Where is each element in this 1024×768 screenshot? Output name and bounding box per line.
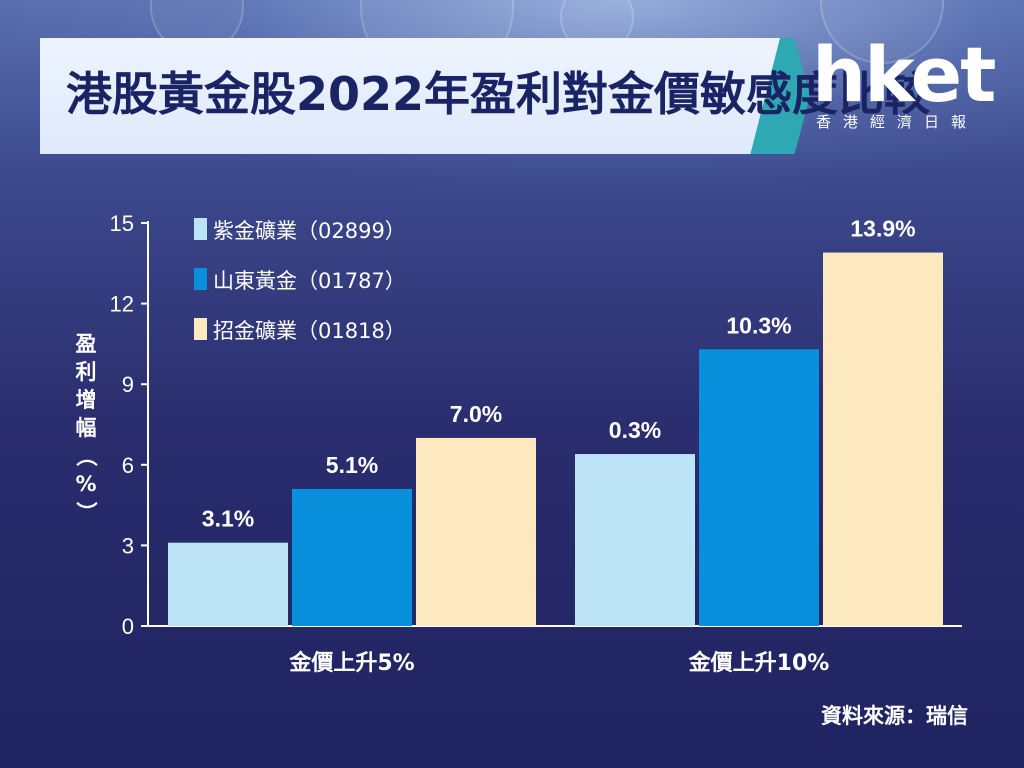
- x-category-label: 金價上升5%: [288, 650, 414, 676]
- legend-swatch: [194, 318, 207, 340]
- hket-logo: hket: [812, 30, 996, 119]
- bar-value-label: 7.0%: [450, 401, 502, 427]
- y-tick-label: 12: [110, 292, 134, 317]
- y-axis-label-char: 增: [75, 388, 97, 412]
- hket-logo-subtitle: 香港經濟日報: [816, 113, 979, 131]
- bar-value-label: 13.9%: [850, 216, 915, 242]
- legend-swatch: [194, 268, 207, 290]
- bar: [699, 349, 819, 626]
- bar: [168, 542, 288, 626]
- y-axis-label: 盈利增幅（%）: [72, 330, 100, 526]
- legend-label: 紫金礦業（02899）: [213, 219, 406, 243]
- y-axis-label-char: 利: [75, 360, 97, 384]
- bar-value-label: 10.3%: [726, 312, 791, 338]
- bar-value-label: 5.1%: [326, 452, 378, 478]
- y-tick-label: 3: [122, 533, 134, 558]
- y-axis-label-char: 幅: [75, 416, 97, 440]
- bar: [575, 454, 695, 626]
- bar: [823, 252, 943, 626]
- bar: [416, 437, 536, 626]
- bar-value-label: 3.1%: [202, 506, 254, 532]
- title-banner: [40, 38, 780, 154]
- y-tick-label: 6: [122, 453, 134, 478]
- source-note: 資料來源：瑞信: [821, 704, 968, 728]
- x-category-label: 金價上升10%: [688, 650, 830, 676]
- legend-swatch: [194, 218, 207, 240]
- legend-label: 招金礦業（01818）: [213, 319, 406, 343]
- y-tick-label: 9: [122, 372, 134, 397]
- bar: [292, 488, 412, 626]
- legend-label: 山東黃金（01787）: [213, 269, 406, 293]
- y-axis-label-char: 盈: [75, 332, 97, 356]
- y-axis-label-char: %: [75, 472, 97, 496]
- page-title: 港股黃金股2022年盈利對金價敏感度比較: [66, 67, 931, 121]
- y-tick-label: 15: [110, 211, 134, 236]
- y-tick-label: 0: [122, 614, 134, 639]
- bar-value-label: 0.3%: [609, 417, 661, 443]
